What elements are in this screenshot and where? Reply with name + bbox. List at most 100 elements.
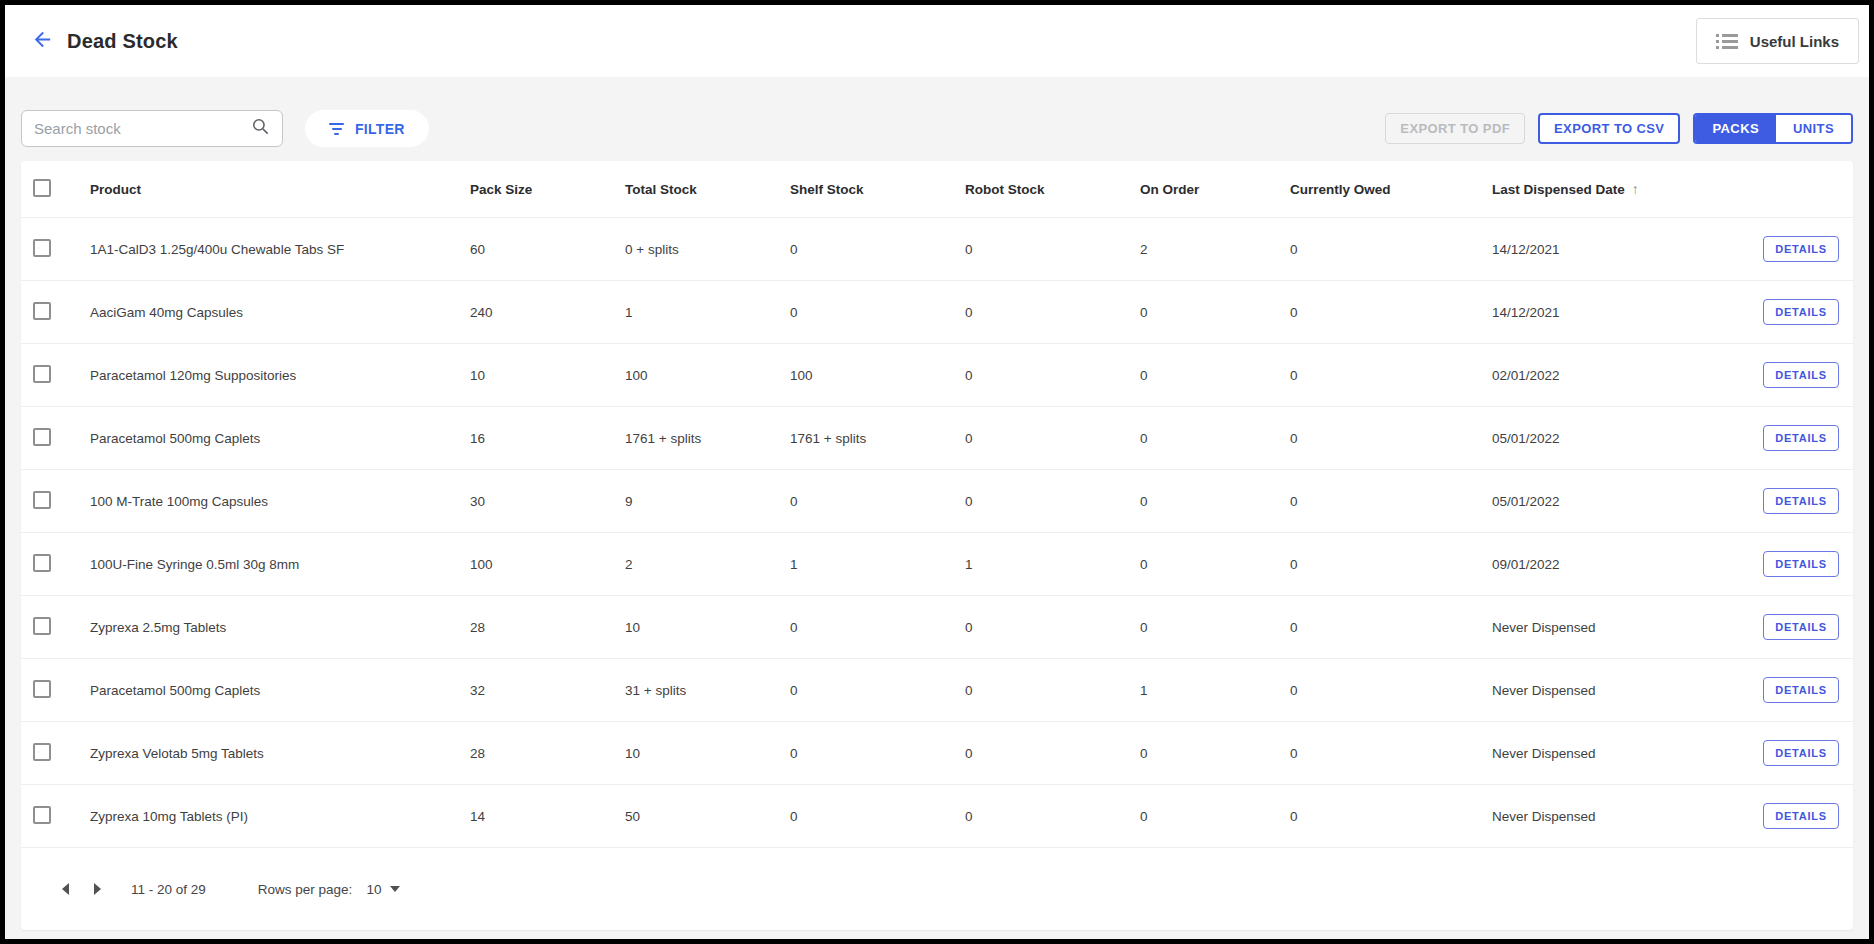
rows-per-page-select[interactable]: 10 (366, 882, 400, 897)
pagination-bar: 11 - 20 of 29 Rows per page: 10 (21, 848, 1853, 930)
table-row: Zyprexa 2.5mg Tablets 28 10 0 0 0 0 Neve… (21, 596, 1853, 659)
details-button[interactable]: DETAILS (1763, 488, 1839, 514)
product-cell: 100U-Fine Syringe 0.5ml 30g 8mm (90, 557, 470, 572)
table-row: Zyprexa 10mg Tablets (PI) 14 50 0 0 0 0 … (21, 785, 1853, 848)
export-to-pdf-button[interactable]: EXPORT TO PDF (1385, 113, 1525, 144)
column-header-currently-owed: Currently Owed (1290, 182, 1492, 197)
product-cell: Paracetamol 500mg Caplets (90, 431, 470, 446)
content-area: FILTER EXPORT TO PDF EXPORT TO CSV PACKS… (5, 77, 1869, 939)
table-row: AaciGam 40mg Capsules 240 1 0 0 0 0 14/1… (21, 281, 1853, 344)
robot-stock-cell: 0 (965, 746, 1140, 761)
rows-per-page-value: 10 (366, 882, 381, 897)
filter-lines-icon (329, 123, 344, 135)
next-page-button[interactable] (87, 879, 107, 899)
total-stock-cell: 100 (625, 368, 790, 383)
arrow-up-icon: ↑ (1632, 181, 1639, 197)
details-button[interactable]: DETAILS (1763, 551, 1839, 577)
pack-size-cell: 16 (470, 431, 625, 446)
rows-per-page-label: Rows per page: (258, 882, 353, 897)
export-to-csv-button[interactable]: EXPORT TO CSV (1538, 113, 1680, 144)
pack-size-cell: 28 (470, 620, 625, 635)
details-button[interactable]: DETAILS (1763, 677, 1839, 703)
currently-owed-cell: 0 (1290, 368, 1492, 383)
robot-stock-cell: 0 (965, 242, 1140, 257)
top-header-bar: Dead Stock Useful Links (5, 5, 1869, 77)
shelf-stock-cell: 1761 + splits (790, 431, 965, 446)
row-checkbox[interactable] (33, 491, 51, 509)
table-row: Zyprexa Velotab 5mg Tablets 28 10 0 0 0 … (21, 722, 1853, 785)
toolbar: FILTER EXPORT TO PDF EXPORT TO CSV PACKS… (21, 110, 1853, 147)
details-button[interactable]: DETAILS (1763, 803, 1839, 829)
previous-page-button[interactable] (55, 879, 75, 899)
on-order-cell: 0 (1140, 809, 1290, 824)
on-order-cell: 2 (1140, 242, 1290, 257)
pack-size-cell: 30 (470, 494, 625, 509)
row-checkbox[interactable] (33, 680, 51, 698)
column-header-last-dispensed-date[interactable]: Last Dispensed Date ↑ (1492, 181, 1733, 197)
back-button[interactable] (27, 26, 57, 56)
last-dispensed-date-cell: 09/01/2022 (1492, 557, 1733, 572)
triangle-down-icon (390, 886, 400, 892)
currently-owed-cell: 0 (1290, 242, 1492, 257)
last-dispensed-date-cell: 14/12/2021 (1492, 305, 1733, 320)
packs-toggle-button[interactable]: PACKS (1695, 115, 1776, 142)
shelf-stock-cell: 0 (790, 620, 965, 635)
total-stock-cell: 1761 + splits (625, 431, 790, 446)
on-order-cell: 0 (1140, 305, 1290, 320)
table-body: 1A1-CalD3 1.25g/400u Chewable Tabs SF 60… (21, 218, 1853, 848)
details-button[interactable]: DETAILS (1763, 299, 1839, 325)
last-dispensed-date-cell: Never Dispensed (1492, 683, 1733, 698)
row-checkbox[interactable] (33, 365, 51, 383)
row-checkbox[interactable] (33, 554, 51, 572)
row-checkbox[interactable] (33, 806, 51, 824)
last-dispensed-date-cell: Never Dispensed (1492, 746, 1733, 761)
select-all-checkbox[interactable] (33, 179, 51, 197)
row-checkbox[interactable] (33, 428, 51, 446)
shelf-stock-cell: 0 (790, 683, 965, 698)
column-header-on-order: On Order (1140, 182, 1290, 197)
useful-links-button[interactable]: Useful Links (1696, 18, 1859, 64)
list-icon (1716, 34, 1738, 49)
row-checkbox[interactable] (33, 239, 51, 257)
row-checkbox[interactable] (33, 617, 51, 635)
row-checkbox[interactable] (33, 743, 51, 761)
currently-owed-cell: 0 (1290, 305, 1492, 320)
robot-stock-cell: 0 (965, 683, 1140, 698)
robot-stock-cell: 1 (965, 557, 1140, 572)
total-stock-cell: 0 + splits (625, 242, 790, 257)
last-dispensed-date-cell: 05/01/2022 (1492, 494, 1733, 509)
on-order-cell: 1 (1140, 683, 1290, 698)
on-order-cell: 0 (1140, 746, 1290, 761)
table-row: 1A1-CalD3 1.25g/400u Chewable Tabs SF 60… (21, 218, 1853, 281)
on-order-cell: 0 (1140, 368, 1290, 383)
dead-stock-table: Product Pack Size Total Stock Shelf Stoc… (21, 161, 1853, 930)
pack-size-cell: 240 (470, 305, 625, 320)
filter-button[interactable]: FILTER (305, 110, 429, 147)
search-box (21, 110, 283, 147)
details-button[interactable]: DETAILS (1763, 362, 1839, 388)
robot-stock-cell: 0 (965, 809, 1140, 824)
details-button[interactable]: DETAILS (1763, 236, 1839, 262)
search-input[interactable] (34, 120, 251, 137)
table-row: 100 M-Trate 100mg Capsules 30 9 0 0 0 0 … (21, 470, 1853, 533)
product-cell: Zyprexa 2.5mg Tablets (90, 620, 470, 635)
arrow-left-icon (31, 28, 54, 54)
triangle-left-icon (62, 883, 69, 895)
currently-owed-cell: 0 (1290, 746, 1492, 761)
row-checkbox[interactable] (33, 302, 51, 320)
units-toggle-button[interactable]: UNITS (1776, 115, 1851, 142)
product-cell: Paracetamol 120mg Suppositories (90, 368, 470, 383)
product-cell: 1A1-CalD3 1.25g/400u Chewable Tabs SF (90, 242, 470, 257)
pack-size-cell: 14 (470, 809, 625, 824)
details-button[interactable]: DETAILS (1763, 740, 1839, 766)
product-cell: Zyprexa 10mg Tablets (PI) (90, 809, 470, 824)
total-stock-cell: 50 (625, 809, 790, 824)
details-button[interactable]: DETAILS (1763, 614, 1839, 640)
details-button[interactable]: DETAILS (1763, 425, 1839, 451)
last-dispensed-date-cell: 14/12/2021 (1492, 242, 1733, 257)
total-stock-cell: 10 (625, 746, 790, 761)
on-order-cell: 0 (1140, 557, 1290, 572)
pack-size-cell: 28 (470, 746, 625, 761)
triangle-right-icon (94, 883, 101, 895)
shelf-stock-cell: 100 (790, 368, 965, 383)
